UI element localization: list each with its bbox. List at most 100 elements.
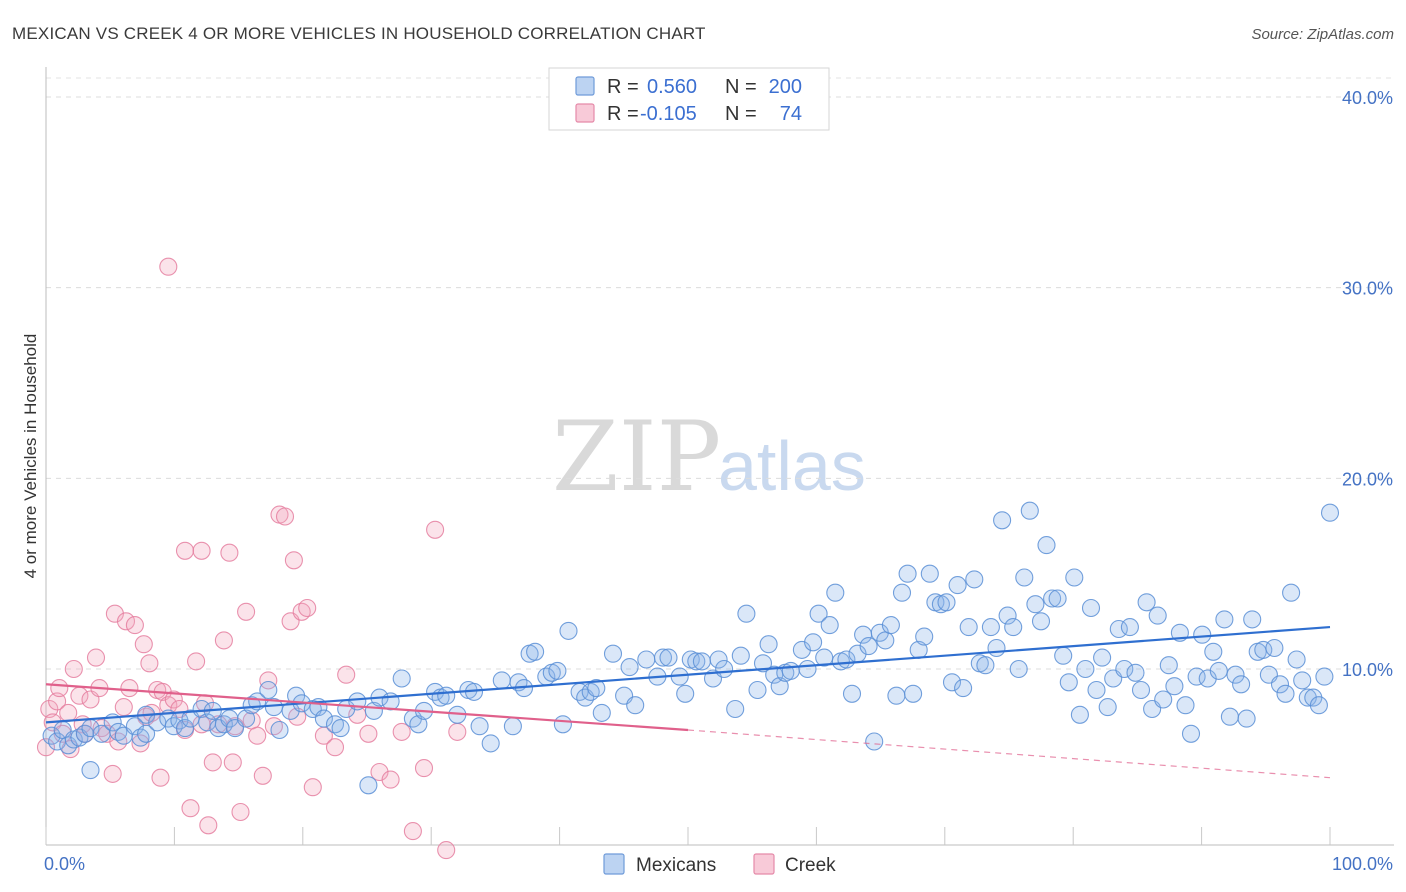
chart-axes xyxy=(45,67,1394,846)
creek-point-27 xyxy=(140,654,159,673)
mexicans-point-105 xyxy=(798,659,817,679)
mexicans-point-165 xyxy=(1131,680,1151,700)
creek-point-41 xyxy=(203,753,222,772)
mexicans-point-46 xyxy=(359,776,378,795)
creek-point-37 xyxy=(187,652,206,671)
creek-point-73 xyxy=(437,841,456,860)
mexicans-point-193 xyxy=(1287,650,1306,669)
mexicans-point-163 xyxy=(1120,618,1139,637)
creek-point-43 xyxy=(214,631,233,650)
mexicans-point-132 xyxy=(948,576,967,595)
mexicans-point-192 xyxy=(1282,583,1301,602)
mexicans-point-107 xyxy=(809,604,828,623)
mexicans-point-157 xyxy=(1087,680,1106,700)
creek-point-47 xyxy=(231,802,250,822)
creek-point-64 xyxy=(337,665,356,684)
creek-point-3 xyxy=(48,692,67,711)
mexicans-point-169 xyxy=(1154,690,1173,709)
mexicans-point-189 xyxy=(1265,638,1284,658)
creek-point-63 xyxy=(325,738,345,757)
watermark-atlas: atlas xyxy=(718,427,866,505)
creek-point-30 xyxy=(151,768,170,787)
mexicans-point-152 xyxy=(1059,673,1078,692)
mexicans-point-120 xyxy=(881,616,900,635)
bottom-legend-swatch-mexicans xyxy=(603,853,625,875)
mexicans-point-35 xyxy=(270,720,289,740)
mexicans-point-60 xyxy=(470,717,489,736)
mexicans-point-113 xyxy=(842,684,862,703)
mexicans-point-106 xyxy=(804,633,823,652)
chart-title: MEXICAN VS CREEK 4 OR MORE VEHICLES IN H… xyxy=(12,24,706,43)
creek-point-66 xyxy=(359,724,378,743)
creek-point-4 xyxy=(50,679,69,698)
mexicans-point-158 xyxy=(1093,648,1112,667)
mexicans-point-122 xyxy=(892,583,912,602)
mexicans-point-153 xyxy=(1065,568,1084,587)
mexicans-point-27 xyxy=(214,715,233,734)
creek-point-1 xyxy=(40,699,59,719)
creek-point-36 xyxy=(181,799,200,818)
creek-point-51 xyxy=(253,766,272,785)
mexicans-point-117 xyxy=(865,732,884,751)
creek-point-60 xyxy=(298,598,317,618)
mexicans-point-155 xyxy=(1076,659,1095,679)
mexicans-point-94 xyxy=(726,699,745,719)
mexicans-point-50 xyxy=(392,669,411,688)
creek-point-21 xyxy=(116,612,136,631)
mexicans-point-87 xyxy=(676,684,695,703)
mexicans-point-151 xyxy=(1054,646,1073,665)
mexicans-point-171 xyxy=(1165,677,1184,696)
creek-point-69 xyxy=(392,722,411,741)
mexicans-point-187 xyxy=(1254,640,1273,659)
y-tick-label-2: 30.0% xyxy=(1342,279,1393,299)
mexicans-point-141 xyxy=(998,606,1017,625)
mexicans-point-183 xyxy=(1232,675,1251,694)
bottom-legend-label-mexicans: Mexicans xyxy=(636,855,716,876)
creek-point-40 xyxy=(199,816,218,835)
mexicans-point-77 xyxy=(592,703,611,722)
x-tick-label-1: 100.0% xyxy=(1332,854,1393,874)
mexicans-point-43 xyxy=(331,719,350,738)
mexicans-point-174 xyxy=(1181,724,1201,743)
mexicans-point-123 xyxy=(898,564,917,583)
creek-point-24 xyxy=(131,734,150,753)
mexicans-point-184 xyxy=(1237,709,1256,728)
creek-point-45 xyxy=(223,753,242,772)
mexicans-point-181 xyxy=(1220,707,1239,726)
mexicans-point-90 xyxy=(692,652,711,671)
creek-point-72 xyxy=(426,520,445,539)
legend-swatch-mexicans xyxy=(575,76,595,96)
mexicans-point-185 xyxy=(1243,610,1262,629)
creek-point-52 xyxy=(259,671,278,690)
legend-r-value-1: 0.560 xyxy=(647,76,697,98)
creek-point-44 xyxy=(220,543,239,562)
creek-point-25 xyxy=(134,635,153,654)
mexicans-point-180 xyxy=(1215,610,1234,629)
mexicans-trend-line xyxy=(45,625,1331,724)
mexicans-point-116 xyxy=(859,637,878,656)
legend-n-value-2: 74 xyxy=(780,103,802,125)
mexicans-point-81 xyxy=(626,696,645,715)
mexicans-point-103 xyxy=(781,661,800,680)
mexicans-point-98 xyxy=(753,654,773,673)
mexicans-point-150 xyxy=(1048,589,1067,608)
mexicans-point-154 xyxy=(1070,705,1089,724)
mexicans-point-109 xyxy=(820,616,839,635)
mexicans-point-101 xyxy=(770,677,789,696)
legend-box xyxy=(548,67,830,131)
mexicans-point-166 xyxy=(1137,593,1156,612)
mexicans-point-148 xyxy=(1037,536,1056,555)
mexicans-point-78 xyxy=(603,644,623,663)
mexicans-point-110 xyxy=(826,583,845,602)
mexicans-point-15 xyxy=(137,724,156,743)
legend-n-label-1: N = xyxy=(725,76,757,98)
mexicans-points xyxy=(42,501,1340,795)
mexicans-point-182 xyxy=(1226,665,1245,684)
mexicans-point-144 xyxy=(1015,568,1034,587)
mexicans-point-173 xyxy=(1176,696,1195,715)
mexicans-point-140 xyxy=(993,511,1012,530)
mexicans-point-41 xyxy=(314,709,333,728)
mexicans-point-82 xyxy=(637,650,656,669)
mexicans-point-52 xyxy=(409,715,428,734)
